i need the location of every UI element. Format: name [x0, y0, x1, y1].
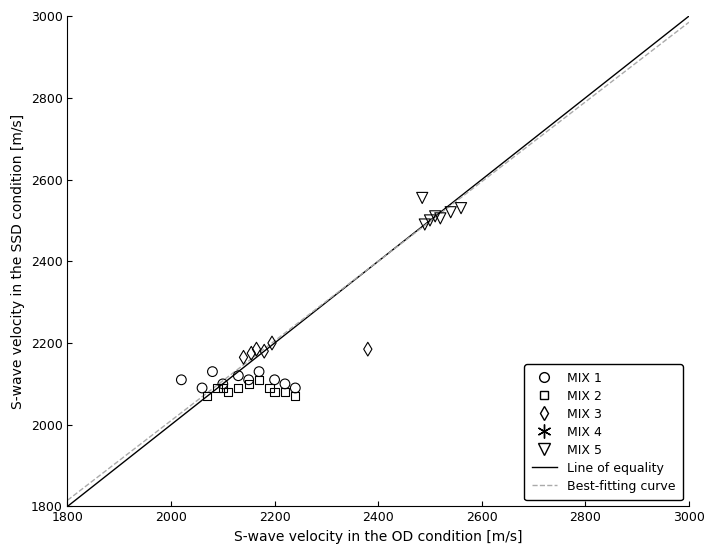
Point	[217, 384, 228, 392]
Point	[279, 387, 291, 396]
Point	[251, 345, 262, 354]
Point	[268, 375, 280, 384]
Point	[246, 349, 257, 357]
Point	[266, 339, 278, 347]
Point	[349, 281, 361, 290]
Y-axis label: S-wave velocity in the SSD condition [m/s]: S-wave velocity in the SSD condition [m/…	[11, 114, 25, 409]
Point	[201, 392, 213, 401]
Point	[417, 194, 428, 203]
Point	[222, 387, 233, 396]
Point	[279, 380, 291, 388]
Point	[370, 284, 382, 292]
X-axis label: S-wave velocity in the OD condition [m/s]: S-wave velocity in the OD condition [m/s…	[234, 530, 523, 544]
Point	[233, 371, 244, 380]
Point	[233, 384, 244, 392]
Point	[380, 281, 392, 290]
Legend: MIX 1, MIX 2, MIX 3, MIX 4, MIX 5, Line of equality, Best-fitting curve: MIX 1, MIX 2, MIX 3, MIX 4, MIX 5, Line …	[524, 364, 682, 500]
Point	[425, 216, 436, 225]
Point	[196, 384, 208, 392]
Point	[359, 281, 371, 290]
Point	[342, 285, 353, 294]
Point	[375, 279, 387, 288]
Point	[289, 392, 301, 401]
Point	[253, 375, 265, 384]
Point	[430, 212, 441, 221]
Point	[445, 208, 456, 216]
Point	[207, 367, 218, 376]
Point	[243, 380, 254, 388]
Point	[238, 353, 249, 362]
Point	[263, 384, 275, 392]
Point	[258, 347, 270, 356]
Point	[435, 214, 446, 223]
Point	[364, 279, 376, 288]
Point	[253, 367, 265, 376]
Point	[354, 285, 366, 294]
Point	[217, 380, 228, 388]
Point	[175, 375, 187, 384]
Point	[268, 387, 280, 396]
Point	[419, 220, 430, 229]
Point	[289, 384, 301, 392]
Point	[243, 375, 254, 384]
Point	[362, 345, 374, 354]
Point	[212, 384, 223, 392]
Point	[455, 204, 467, 213]
